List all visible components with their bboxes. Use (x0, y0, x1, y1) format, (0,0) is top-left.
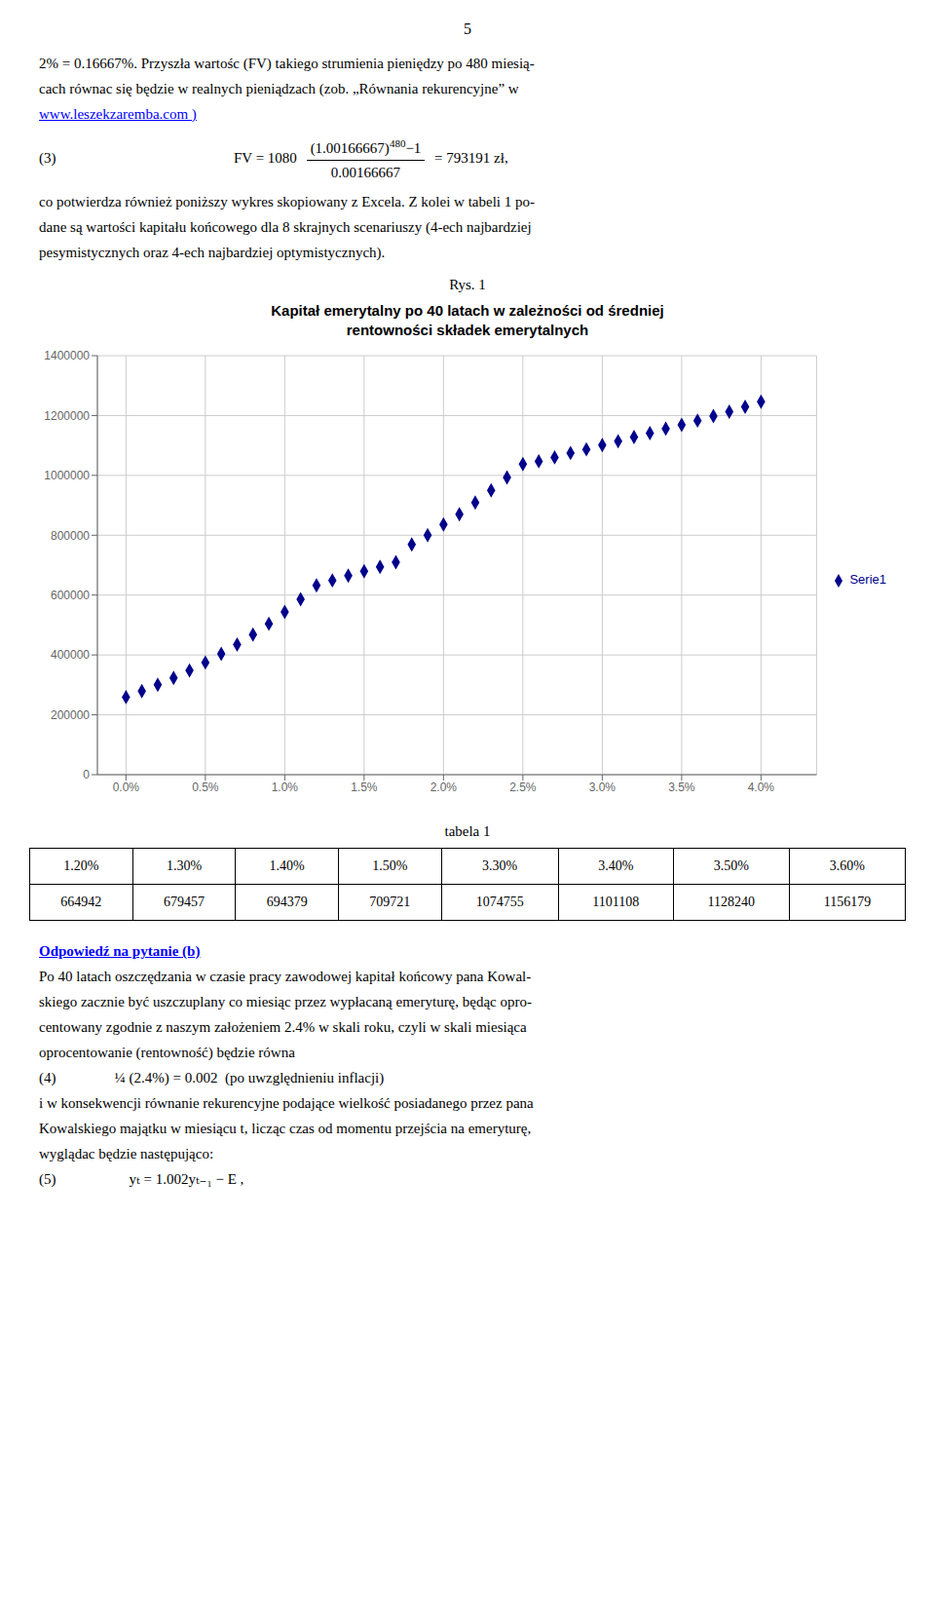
html-text:(4) ¼ (2.4%) = 0.002 (po uwzgl: (4) ¼ (2.4%) = 0.002 (po uwzględnieniu i… (38, 1069, 384, 1085)
svg-text:4.0%: 4.0% (748, 780, 776, 794)
svg-text:1.0%: 1.0% (271, 780, 300, 794)
svg-text:3.0%: 3.0% (589, 780, 617, 794)
html-text:1.40%: 1.40% (269, 858, 305, 873)
svg-text:1400000: 1400000 (43, 348, 90, 363)
html-text:FV = 1080: FV = 1080 (233, 149, 297, 166)
svg-text:0: 0 (82, 767, 90, 782)
svg-text:0.0%: 0.0% (112, 780, 141, 794)
html-text:Po 40 latach oszczędzania w cz: Po 40 latach oszczędzania w czasie pracy… (38, 968, 532, 984)
html-text:Kapitał emerytalny po 40 latac: Kapitał emerytalny po 40 latach w zależn… (271, 301, 664, 319)
html-text:5: 5 (463, 20, 472, 38)
svg-text:200000: 200000 (50, 708, 90, 722)
html-text:i w konsekwencji równanie reku: i w konsekwencji równanie rekurencyjne p… (38, 1094, 534, 1111)
html-text:(5) yₜ = 1.002yₜ₋₁ − E ,: (5) yₜ = 1.002yₜ₋₁ − E , (38, 1170, 244, 1187)
html-text:Rys. 1: Rys. 1 (449, 276, 486, 293)
html-text:co potwierdza również poniższy: co potwierdza również poniższy wykres sk… (38, 193, 535, 210)
html-text:(1.00166667)480−1: (1.00166667)480−1 (310, 137, 422, 156)
html-text:1074755: 1074755 (475, 894, 524, 909)
html-text:Odpowiedź na pytanie (b): Odpowiedź na pytanie (b) (38, 942, 201, 959)
html-text:dane są wartości kapitału końc: dane są wartości kapitału końcowego dla … (38, 219, 532, 235)
html-text:1.20%: 1.20% (63, 858, 99, 873)
html-text:Serie1: Serie1 (849, 571, 887, 587)
html-text:1156179: 1156179 (823, 894, 871, 909)
html-text:3.30%: 3.30% (482, 858, 518, 873)
html-text:664942: 664942 (60, 894, 102, 909)
html-text:www.leszekzaremba.com ): www.leszekzaremba.com ) (38, 106, 197, 122)
html-text:= 793191 zł,: = 793191 zł, (434, 149, 509, 166)
html-text:rentowności składek emerytalny: rentowności składek emerytalnych (346, 321, 589, 338)
html-text:1101108: 1101108 (592, 894, 640, 909)
html-text:cach równac się będzie w realn: cach równac się będzie w realnych pienią… (38, 80, 519, 97)
html-text:0.00166667: 0.00166667 (331, 164, 401, 181)
svg-text:600000: 600000 (50, 588, 90, 602)
svg-text:3.5%: 3.5% (668, 780, 696, 794)
svg-text:400000: 400000 (50, 647, 90, 662)
svg-text:0.5%: 0.5% (191, 780, 220, 794)
html-text:wyglądac będzie następująco:: wyglądac będzie następująco: (38, 1145, 214, 1161)
html-text:2% = 0.16667%. Przyszła wartoś: 2% = 0.16667%. Przyszła wartośc (FV) tak… (38, 55, 535, 72)
html-text:3.40%: 3.40% (598, 858, 634, 873)
html-text:679457: 679457 (163, 894, 205, 909)
svg-text:2.0%: 2.0% (430, 780, 458, 794)
svg-text:1200000: 1200000 (43, 409, 90, 423)
html-text:pesymistycznych oraz 4-ech naj: pesymistycznych oraz 4-ech najbardziej o… (38, 244, 386, 261)
svg-text:1.5%: 1.5% (350, 780, 378, 794)
html-text:Kowalskiego majątku w miesiącu: Kowalskiego majątku w miesiącu t, licząc… (38, 1120, 532, 1136)
html-text:skiego zacznie być uszczuplany: skiego zacznie być uszczuplany co miesią… (38, 993, 532, 1010)
html-text:oprocentowanie (rentowność) bę: oprocentowanie (rentowność) będzie równa (38, 1044, 295, 1060)
svg-text:2.5%: 2.5% (509, 780, 537, 794)
html-text:694379: 694379 (266, 894, 308, 909)
svg-text:800000: 800000 (50, 528, 90, 543)
html-text:(3): (3) (38, 149, 57, 166)
html-text:tabela 1: tabela 1 (444, 822, 491, 839)
html-text:1128240: 1128240 (707, 894, 755, 909)
html-text:709721: 709721 (369, 894, 411, 909)
svg-text:1000000: 1000000 (43, 468, 90, 483)
html-text:3.60%: 3.60% (829, 858, 865, 873)
html-text:1.50%: 1.50% (372, 858, 408, 873)
html-text:centowany zgodnie z naszym zał: centowany zgodnie z naszym założeniem 2.… (38, 1018, 527, 1035)
html-text:1.30%: 1.30% (166, 858, 202, 873)
html-text:3.50%: 3.50% (713, 858, 749, 873)
